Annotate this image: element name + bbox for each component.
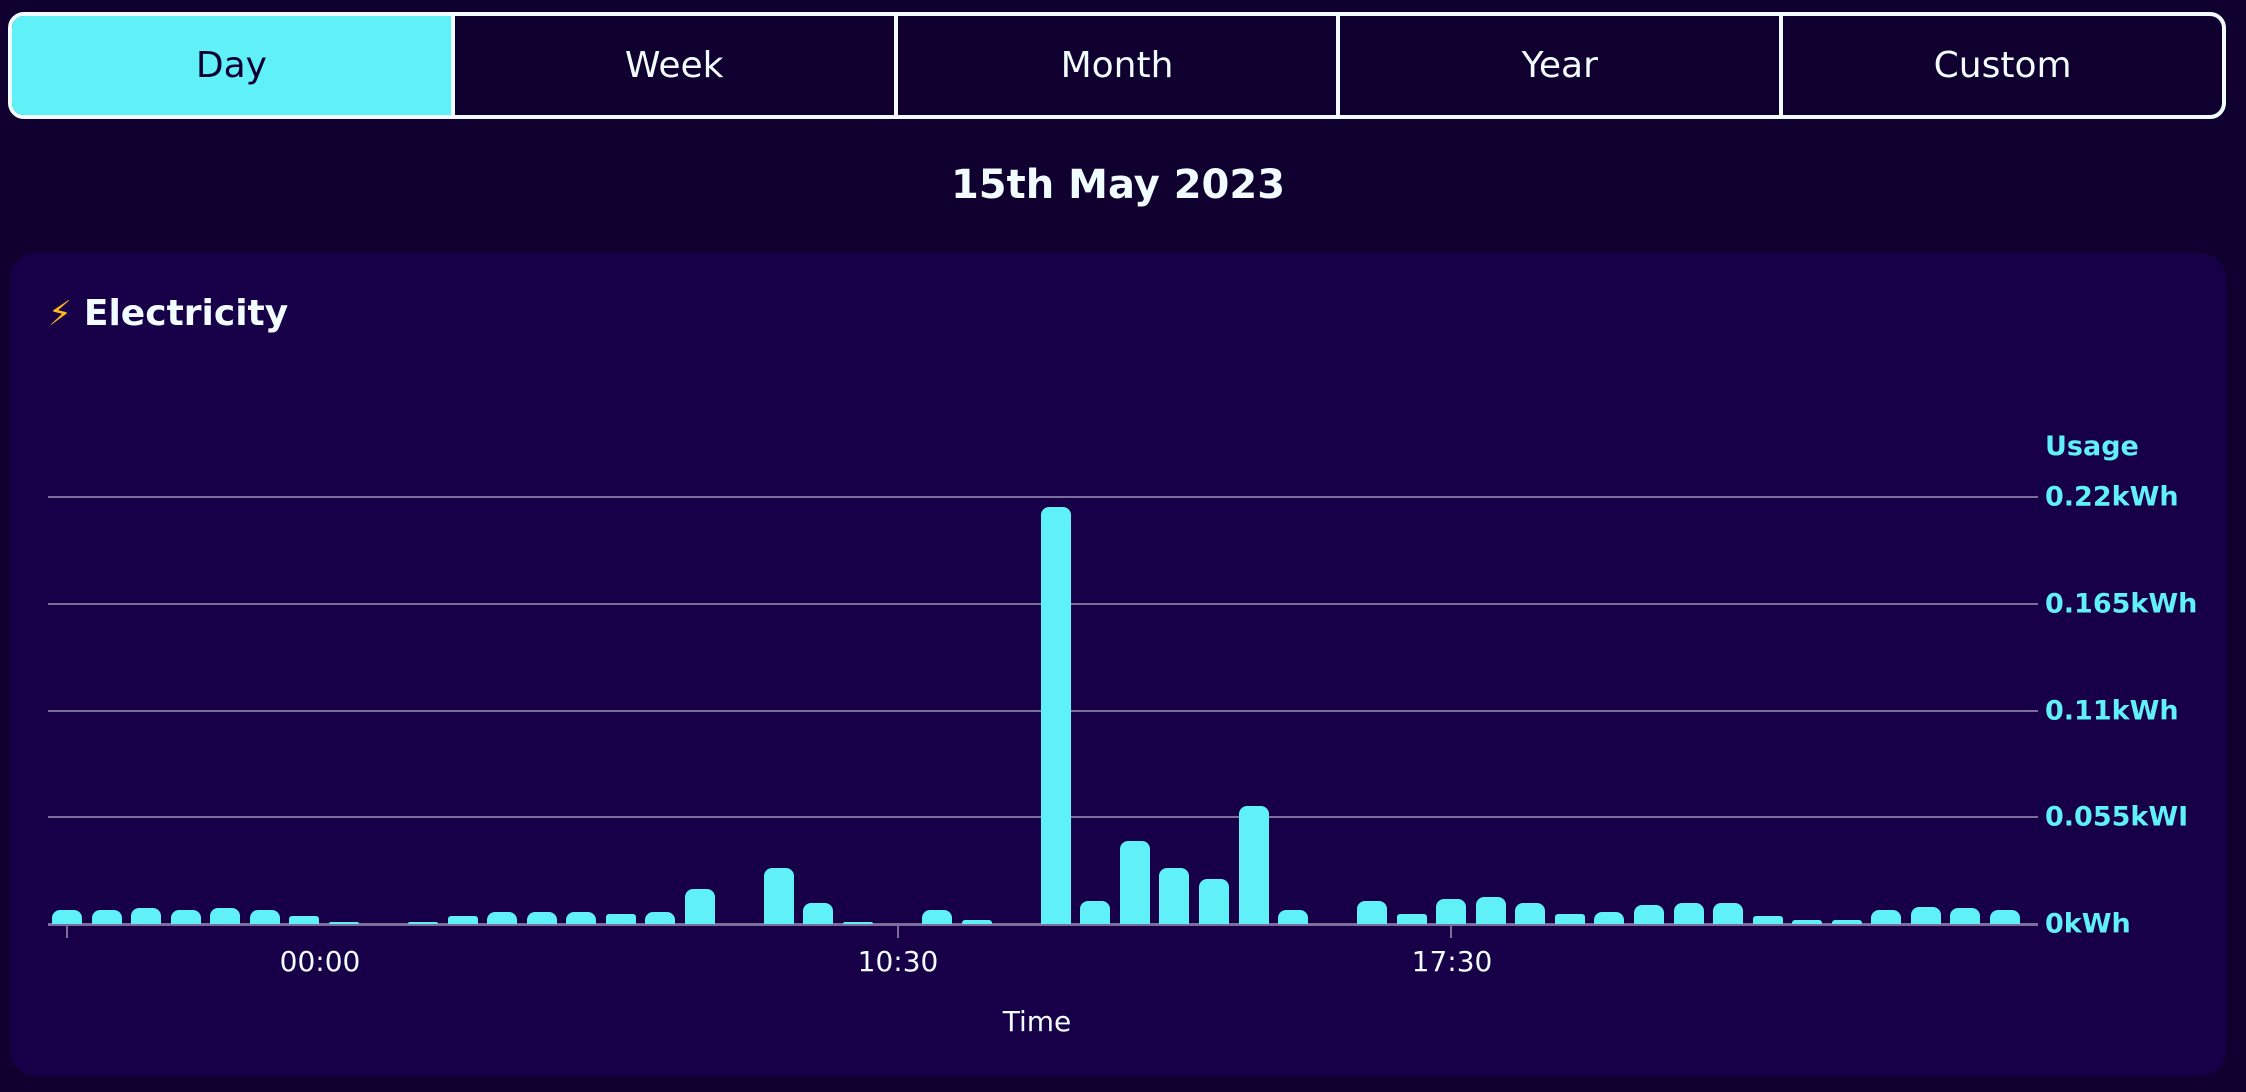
tab-week[interactable]: Week (450, 16, 894, 115)
usage-bar[interactable] (1396, 914, 1427, 924)
usage-bar[interactable] (566, 912, 597, 924)
usage-bar[interactable] (1871, 910, 1902, 924)
y-tick-label: 0kWh (2045, 908, 2131, 940)
electricity-card: ⚡ Electricity Usage Time 0kWh 0.055kWI 0.1… (10, 253, 2226, 1076)
x-axis-title: Time (1002, 1005, 1072, 1038)
x-tick-label: 00:00 (279, 945, 361, 978)
usage-bar[interactable] (210, 908, 241, 924)
usage-bar[interactable] (922, 910, 953, 924)
usage-bar[interactable] (684, 889, 715, 924)
usage-bar[interactable] (1357, 900, 1388, 924)
usage-bar[interactable] (1634, 904, 1664, 924)
usage-bar[interactable] (1040, 506, 1071, 924)
x-tick-label: 10:30 (857, 945, 939, 978)
usage-bar[interactable] (803, 902, 834, 924)
usage-bar[interactable] (289, 916, 320, 924)
x-tick-mark (1450, 926, 1453, 938)
usage-bar[interactable] (1792, 920, 1823, 924)
x-tick-mark (896, 926, 899, 938)
card-title: ⚡ Electricity (48, 293, 288, 334)
usage-bar[interactable] (1198, 879, 1229, 924)
usage-bar[interactable] (961, 920, 992, 924)
usage-bar[interactable] (1713, 902, 1744, 924)
y-axis-title: Usage (2045, 431, 2139, 462)
usage-bar[interactable] (1238, 805, 1269, 924)
usage-bar[interactable] (1119, 840, 1150, 924)
gridline (48, 496, 2038, 498)
lightning-bolt-icon: ⚡ (48, 293, 72, 334)
usage-bar[interactable] (1910, 906, 1941, 924)
date-title: 15th May 2023 (950, 162, 1286, 208)
usage-bar[interactable] (605, 914, 636, 924)
usage-bar[interactable] (1831, 920, 1862, 924)
usage-bar[interactable] (1436, 898, 1467, 924)
x-tick-label: 17:30 (1411, 945, 1493, 978)
usage-bar[interactable] (763, 867, 794, 924)
usage-bar[interactable] (1080, 900, 1111, 924)
usage-bar[interactable] (1159, 867, 1190, 924)
x-tick-mark (66, 926, 68, 938)
usage-bar[interactable] (1673, 902, 1704, 924)
usage-bar[interactable] (1475, 896, 1506, 924)
period-tabs: Day Week Month Year Custom (8, 12, 2226, 119)
usage-bar[interactable] (1554, 914, 1585, 924)
usage-bar[interactable] (328, 922, 359, 924)
usage-bar-chart: Usage Time 0kWh 0.055kWI 0.11kWh 0.165kWh 0.… (10, 253, 2226, 1076)
usage-bar[interactable] (1950, 908, 1981, 924)
tab-day[interactable]: Day (12, 16, 451, 115)
usage-bar[interactable] (645, 912, 676, 924)
usage-bar[interactable] (52, 910, 82, 924)
tab-custom[interactable]: Custom (1779, 16, 2222, 115)
usage-bar[interactable] (526, 912, 557, 924)
usage-bar[interactable] (170, 910, 201, 924)
usage-bar[interactable] (131, 908, 162, 924)
y-tick-label: 0.055kWI (2045, 801, 2189, 833)
usage-bar[interactable] (843, 922, 873, 924)
usage-bar[interactable] (1594, 912, 1625, 924)
y-tick-label: 0.165kWh (2045, 588, 2198, 620)
usage-bar[interactable] (1515, 902, 1546, 924)
y-tick-label: 0.22kWh (2045, 481, 2179, 513)
usage-bar[interactable] (447, 916, 478, 924)
usage-bar[interactable] (407, 922, 438, 924)
tab-year[interactable]: Year (1336, 16, 1779, 115)
usage-bar[interactable] (1752, 916, 1783, 924)
usage-bar[interactable] (91, 910, 122, 924)
usage-bar[interactable] (1989, 910, 2020, 924)
card-title-text: Electricity (83, 293, 289, 334)
tab-month[interactable]: Month (893, 16, 1337, 115)
x-axis-baseline (48, 923, 2038, 926)
usage-bar[interactable] (249, 910, 280, 924)
usage-bar[interactable] (1278, 910, 1309, 924)
usage-bar[interactable] (487, 912, 518, 924)
y-tick-label: 0.11kWh (2045, 695, 2179, 726)
